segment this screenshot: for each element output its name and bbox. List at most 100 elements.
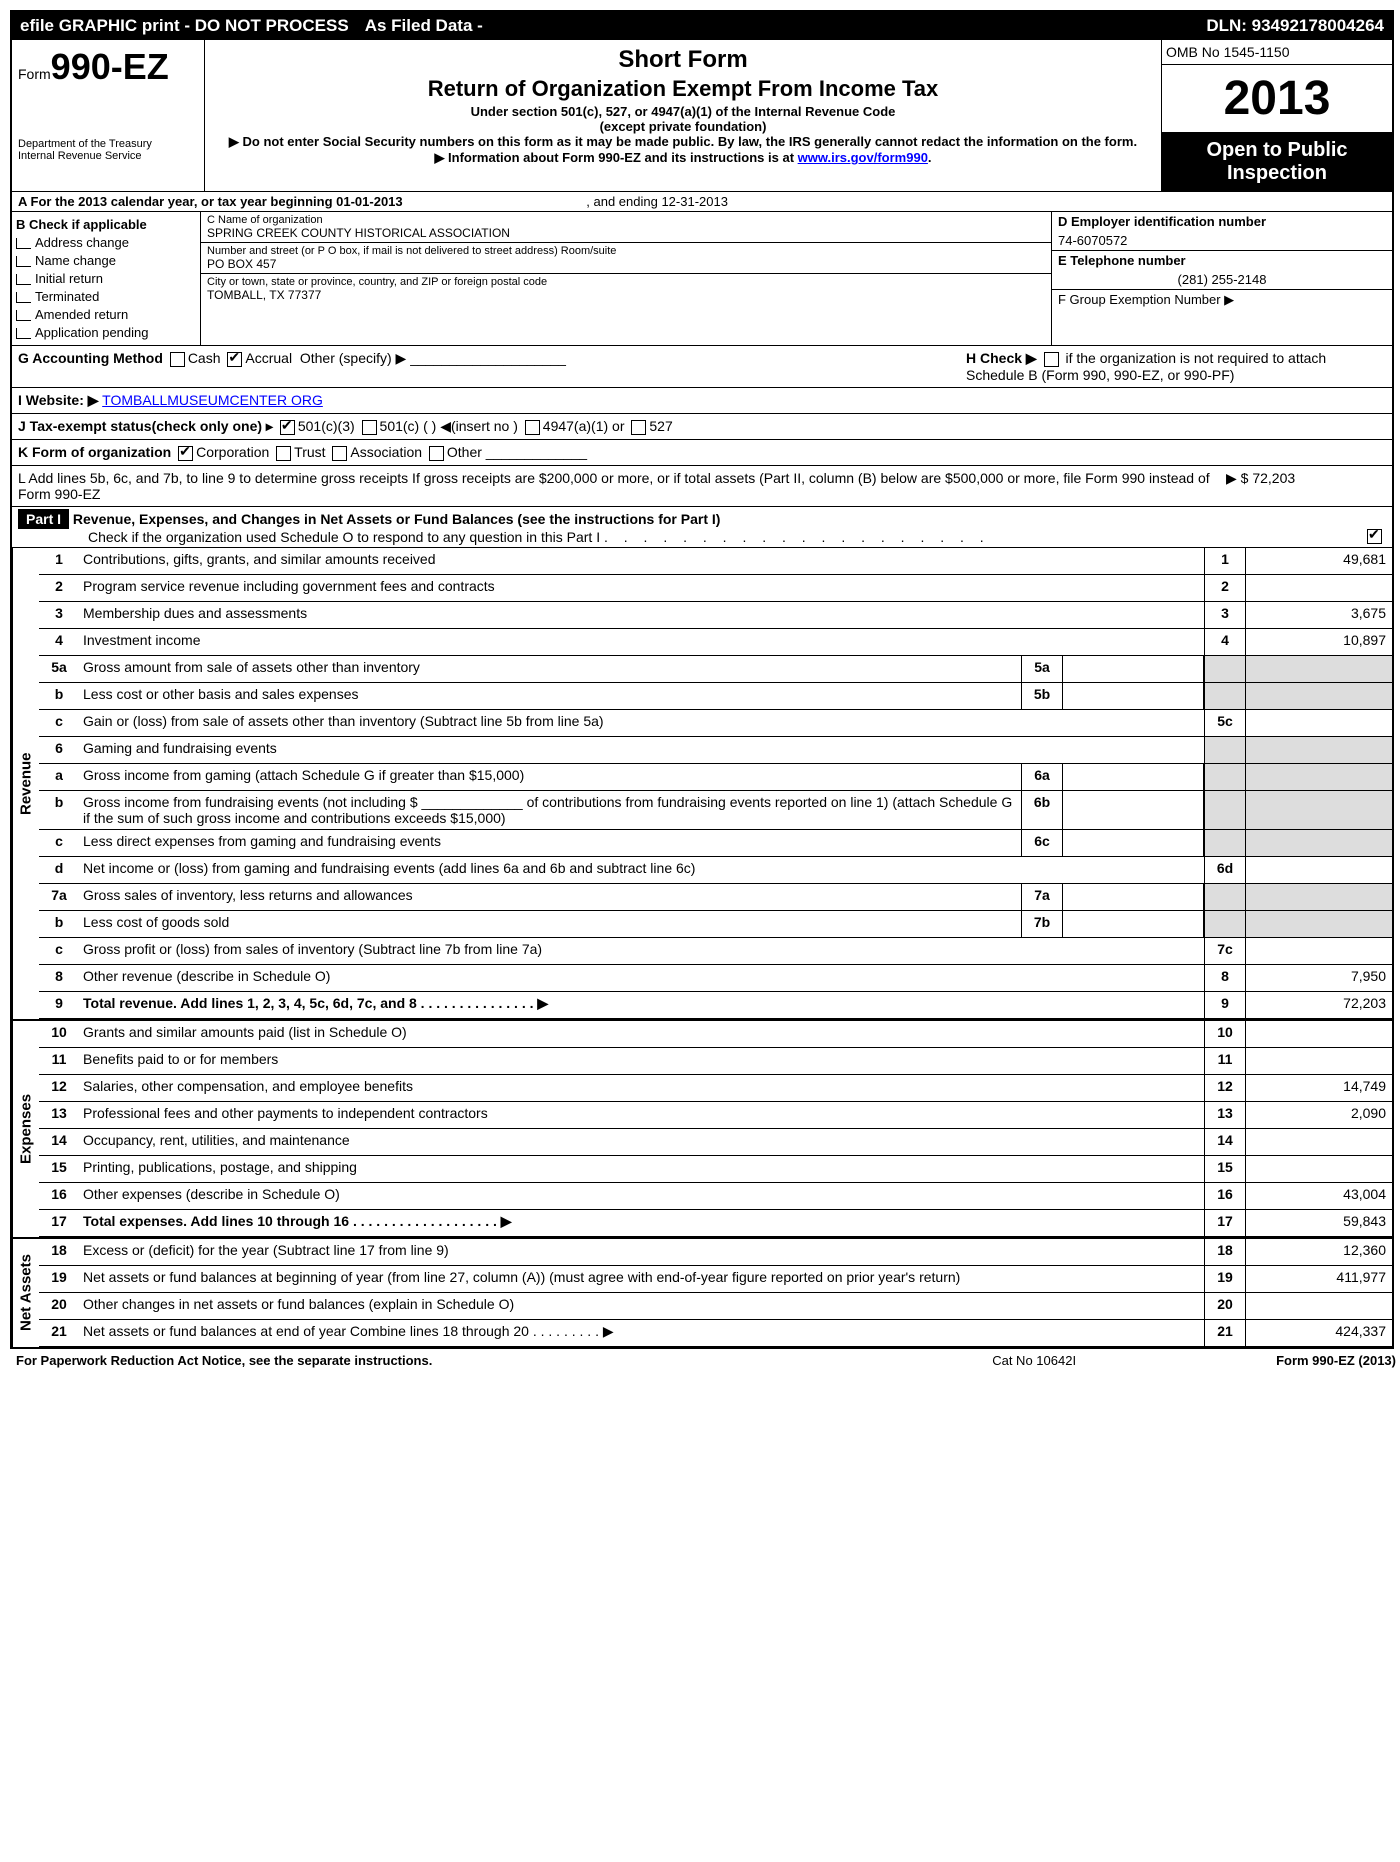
line-9: 9Total revenue. Add lines 1, 2, 3, 4, 5c…	[39, 992, 1392, 1019]
ein-value: 74-6070572	[1052, 231, 1392, 251]
website-link[interactable]: TOMBALLMUSEUMCENTER ORG	[102, 392, 323, 408]
org-name: SPRING CREEK COUNTY HISTORICAL ASSOCIATI…	[207, 226, 1045, 240]
subtitle-1: Under section 501(c), 527, or 4947(a)(1)…	[209, 104, 1157, 119]
expenses-section: Expenses 10Grants and similar amounts pa…	[12, 1019, 1392, 1237]
expenses-label: Expenses	[12, 1021, 39, 1237]
group-exempt-label: F Group Exemption Number ▶	[1052, 290, 1392, 310]
col-de: D Employer identification number 74-6070…	[1052, 212, 1392, 345]
line-b: bLess cost of goods sold7b	[39, 911, 1392, 938]
line-20: 20Other changes in net assets or fund ba…	[39, 1293, 1392, 1320]
tax-year: 2013	[1162, 65, 1392, 133]
4947-checkbox[interactable]	[525, 420, 540, 435]
section-i: I Website: ▶ TOMBALLMUSEUMCENTER ORG	[12, 388, 1392, 414]
check-address: Address change	[16, 235, 196, 250]
paperwork-notice: For Paperwork Reduction Act Notice, see …	[16, 1353, 432, 1368]
netassets-section: Net Assets 18Excess or (deficit) for the…	[12, 1237, 1392, 1347]
street-value: PO BOX 457	[207, 257, 1045, 271]
city-label: City or town, state or province, country…	[207, 276, 1045, 288]
part-1-header: Part I Revenue, Expenses, and Changes in…	[12, 507, 1392, 548]
line-c: cLess direct expenses from gaming and fu…	[39, 830, 1392, 857]
line-14: 14Occupancy, rent, utilities, and mainte…	[39, 1129, 1392, 1156]
return-title: Return of Organization Exempt From Incom…	[211, 76, 1155, 102]
ssn-note: ▶ Do not enter Social Security numbers o…	[209, 134, 1157, 150]
501c3-checkbox[interactable]	[280, 420, 295, 435]
info-row: B Check if applicable Address change Nam…	[12, 212, 1392, 346]
section-g-h: G Accounting Method Cash Accrual Other (…	[12, 346, 1392, 388]
netassets-label: Net Assets	[12, 1239, 39, 1347]
check-name: Name change	[16, 253, 196, 268]
527-checkbox[interactable]	[631, 420, 646, 435]
check-terminated: Terminated	[16, 289, 196, 304]
line-19: 19Net assets or fund balances at beginni…	[39, 1266, 1392, 1293]
line-b: bGross income from fundraising events (n…	[39, 791, 1392, 830]
cash-checkbox[interactable]	[170, 352, 185, 367]
asfiled-label: As Filed Data -	[357, 12, 491, 40]
check-pending: Application pending	[16, 325, 196, 340]
irs-label: Internal Revenue Service	[18, 150, 198, 162]
line-6: 6Gaming and fundraising events	[39, 737, 1392, 764]
col-b: B Check if applicable Address change Nam…	[12, 212, 201, 345]
line-18: 18Excess or (deficit) for the year (Subt…	[39, 1239, 1392, 1266]
header-left: Form990-EZ Department of the Treasury In…	[12, 40, 205, 191]
info-note: ▶ Information about Form 990-EZ and its …	[209, 150, 1157, 166]
ein-label: D Employer identification number	[1052, 212, 1392, 231]
section-a: A For the 2013 calendar year, or tax yea…	[12, 192, 1392, 212]
header-row: Form990-EZ Department of the Treasury In…	[12, 40, 1392, 192]
line-15: 15Printing, publications, postage, and s…	[39, 1156, 1392, 1183]
line-a: aGross income from gaming (attach Schedu…	[39, 764, 1392, 791]
header-center: Short Form Return of Organization Exempt…	[205, 40, 1161, 191]
line-b: bLess cost or other basis and sales expe…	[39, 683, 1392, 710]
line-d: dNet income or (loss) from gaming and fu…	[39, 857, 1392, 884]
check-amended: Amended return	[16, 307, 196, 322]
accrual-checkbox[interactable]	[227, 352, 242, 367]
assoc-checkbox[interactable]	[332, 446, 347, 461]
corp-checkbox[interactable]	[178, 446, 193, 461]
section-j: J Tax-exempt status(check only one) ▸ 50…	[12, 414, 1392, 440]
col-c: C Name of organization SPRING CREEK COUN…	[201, 212, 1052, 345]
phone-value: (281) 255-2148	[1052, 270, 1392, 290]
line-17: 17Total expenses. Add lines 10 through 1…	[39, 1210, 1392, 1237]
line-21: 21Net assets or fund balances at end of …	[39, 1320, 1392, 1347]
street-label: Number and street (or P O box, if mail i…	[207, 245, 1045, 257]
line-5a: 5aGross amount from sale of assets other…	[39, 656, 1392, 683]
short-form-title: Short Form	[211, 46, 1155, 74]
line-3: 3Membership dues and assessments33,675	[39, 602, 1392, 629]
line-1: 1Contributions, gifts, grants, and simil…	[39, 548, 1392, 575]
other-checkbox[interactable]	[429, 446, 444, 461]
dept-label: Department of the Treasury	[18, 138, 198, 150]
section-l: L Add lines 5b, 6c, and 7b, to line 9 to…	[12, 466, 1392, 507]
omb-number: OMB No 1545-1150	[1162, 40, 1392, 65]
subtitle-2: (except private foundation)	[209, 119, 1157, 134]
header-right: OMB No 1545-1150 2013 Open to Public Ins…	[1161, 40, 1392, 191]
line-11: 11Benefits paid to or for members11	[39, 1048, 1392, 1075]
gross-receipts: ▶ $ 72,203	[1226, 470, 1386, 502]
section-k: K Form of organization Corporation Trust…	[12, 440, 1392, 466]
phone-label: E Telephone number	[1052, 251, 1392, 270]
revenue-section: Revenue 1Contributions, gifts, grants, a…	[12, 548, 1392, 1019]
form-prefix: Form	[18, 66, 51, 82]
schedule-b-checkbox[interactable]	[1044, 352, 1059, 367]
line-2: 2Program service revenue including gover…	[39, 575, 1392, 602]
line-c: cGross profit or (loss) from sales of in…	[39, 938, 1392, 965]
line-12: 12Salaries, other compensation, and empl…	[39, 1075, 1392, 1102]
col-b-title: B Check if applicable	[16, 217, 196, 232]
revenue-label: Revenue	[12, 548, 39, 1019]
city-value: TOMBALL, TX 77377	[207, 288, 1045, 302]
dln-label: DLN: 93492178004264	[1198, 12, 1392, 40]
irs-link[interactable]: www.irs.gov/form990	[798, 150, 928, 165]
line-10: 10Grants and similar amounts paid (list …	[39, 1021, 1392, 1048]
top-bar: efile GRAPHIC print - DO NOT PROCESS As …	[12, 12, 1392, 40]
501c-checkbox[interactable]	[362, 420, 377, 435]
form-990ez: efile GRAPHIC print - DO NOT PROCESS As …	[10, 10, 1394, 1349]
schedule-o-checkbox[interactable]	[1367, 529, 1382, 544]
line-4: 4Investment income410,897	[39, 629, 1392, 656]
line-13: 13Professional fees and other payments t…	[39, 1102, 1392, 1129]
line-c: cGain or (loss) from sale of assets othe…	[39, 710, 1392, 737]
footer: For Paperwork Reduction Act Notice, see …	[10, 1349, 1400, 1372]
cat-no: Cat No 10642I	[992, 1353, 1076, 1368]
line-7a: 7aGross sales of inventory, less returns…	[39, 884, 1392, 911]
org-name-label: C Name of organization	[207, 214, 1045, 226]
trust-checkbox[interactable]	[276, 446, 291, 461]
line-8: 8Other revenue (describe in Schedule O)8…	[39, 965, 1392, 992]
line-16: 16Other expenses (describe in Schedule O…	[39, 1183, 1392, 1210]
